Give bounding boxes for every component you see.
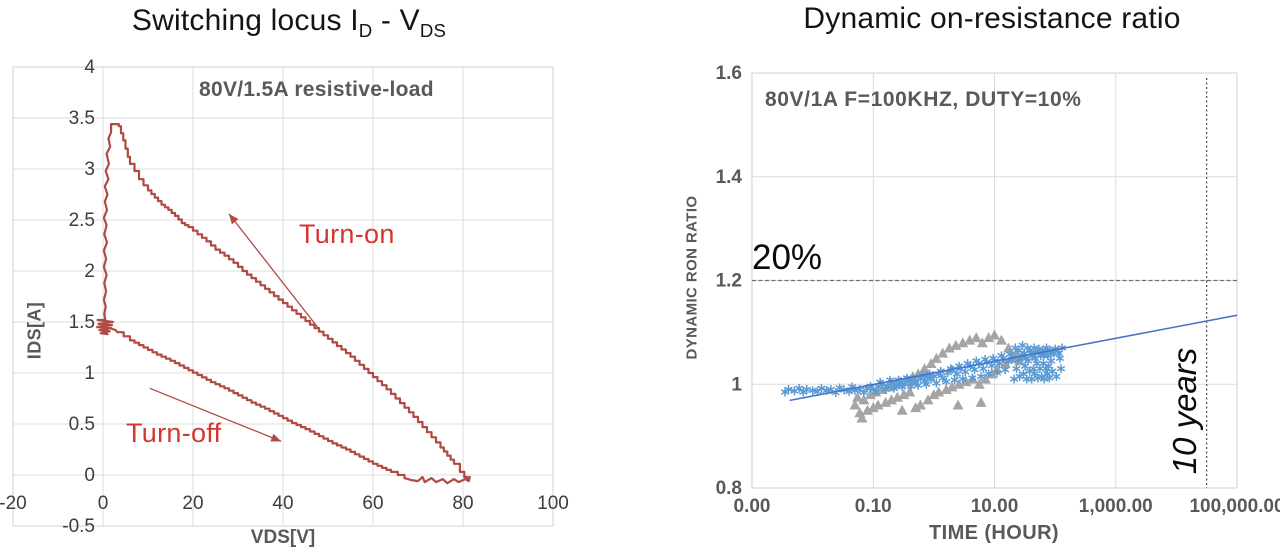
y-tick-label: 1 — [731, 374, 742, 395]
x-tick-label: 0 — [98, 493, 109, 514]
switching-locus-curve — [96, 123, 471, 485]
turn-on-label: Turn-on — [299, 219, 395, 249]
left-chart-title: Switching locus ID - VDS — [0, 4, 578, 42]
turn-off-arrow — [149, 387, 282, 442]
series-turn_on — [113, 123, 469, 482]
x-tick-label: 0.10 — [855, 496, 892, 517]
y-tick-label: 3.5 — [69, 108, 95, 129]
x-tick-label: 10.00 — [971, 496, 1019, 517]
x-tick-label: 20 — [182, 493, 203, 514]
y-tick-label: 1.4 — [716, 167, 743, 188]
left-chart-annotation: 80V/1.5A resistive-load — [199, 78, 434, 101]
x-tick-label: 80 — [452, 493, 473, 514]
left-title-sub-ds: DS — [419, 20, 447, 41]
left-title-mid: - V — [372, 4, 420, 37]
left-plot-grid — [12, 66, 554, 527]
x-tick-label: 0.00 — [734, 496, 771, 517]
turn-off-label: Turn-off — [126, 418, 222, 448]
y-tick-label: 0 — [84, 465, 95, 486]
left-y-axis-title: IDS[A] — [24, 301, 45, 360]
y-tick-label: 1.2 — [716, 271, 742, 292]
y-tick-label: 1.6 — [716, 63, 742, 84]
y-tick-label: 0.8 — [716, 478, 742, 499]
series-bottom_noise — [403, 475, 471, 485]
series-on_state_cluster — [96, 318, 119, 336]
series-turn_on_vertical_tail — [102, 123, 116, 322]
y-tick-label: 4 — [84, 57, 95, 78]
x-tick-label: 100 — [537, 493, 569, 514]
x-tick-label: -20 — [0, 493, 27, 514]
y-tick-label: 0.5 — [69, 414, 95, 435]
trend-line — [789, 314, 1238, 402]
series-turn_off — [116, 331, 406, 480]
right-tick-labels: 1.6 1.4 1.2 1 0.80.00 0.10 10.00 1,000.00 100,00… — [716, 63, 1280, 517]
left-title-text: Switching locus I — [131, 4, 359, 37]
x-tick-label: 40 — [272, 493, 293, 514]
right-chart-title: Dynamic on-resistance ratio — [803, 2, 1181, 35]
y-tick-label: -0.5 — [62, 516, 95, 537]
y-tick-label: 2.5 — [69, 210, 95, 231]
ten-years-label: 10 years — [1166, 347, 1203, 475]
left-title-sub-d: D — [358, 20, 373, 41]
x-tick-label: 100,000.00 — [1189, 496, 1280, 517]
y-tick-label: 3 — [84, 159, 95, 180]
y-tick-label: 1 — [84, 363, 95, 384]
left-tick-labels: 43.532.521.510.50-0.5-20 0 20 40 60 80 100 — [0, 57, 569, 537]
turn-on-arrow — [228, 213, 321, 331]
y-tick-label: 2 — [84, 261, 95, 282]
x-tick-label: 60 — [362, 493, 383, 514]
right-y-axis-title: DYNAMIC RON RATIO — [683, 195, 701, 360]
left-x-axis-title: VDS[V] — [250, 527, 316, 548]
right-x-axis-title: TIME (HOUR) — [929, 522, 1059, 544]
y-tick-label: 1.5 — [69, 312, 95, 333]
ron-limit-20pct-label: 20% — [752, 238, 823, 277]
right-chart-annotation: 80V/1A F=100KHZ, DUTY=10% — [765, 88, 1082, 111]
x-tick-label: 1,000.00 — [1079, 496, 1153, 517]
